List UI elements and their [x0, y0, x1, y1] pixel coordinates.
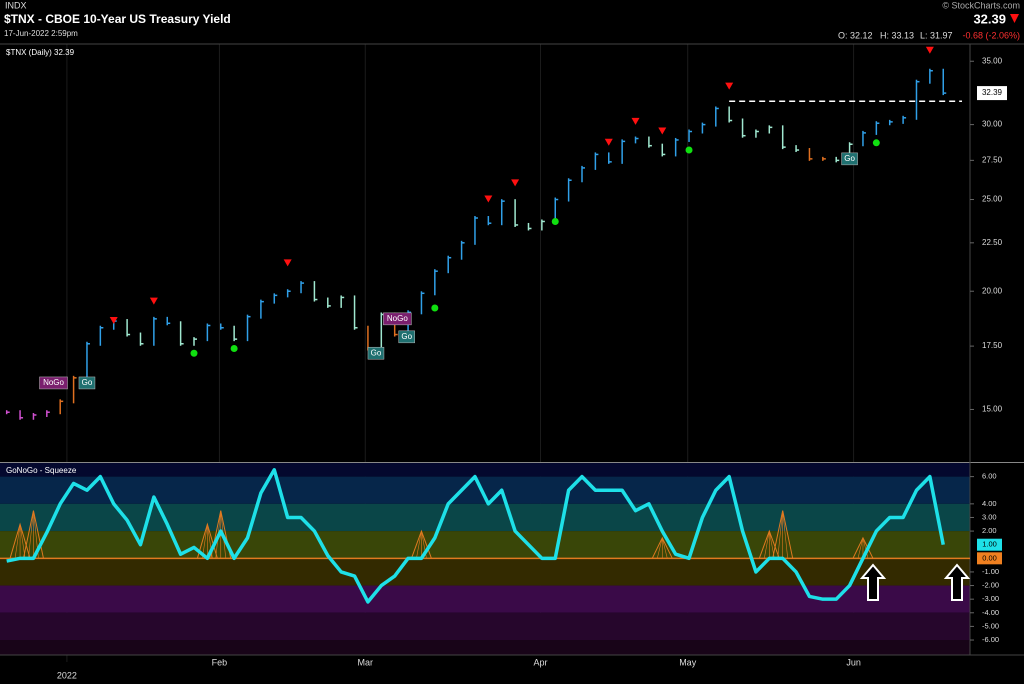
go-label-box [367, 346, 385, 360]
go-label-box [398, 330, 415, 344]
title: $TNX - CBOE 10-Year US Treasury Yield [4, 12, 231, 26]
y-tick-label: 4.00 [982, 499, 997, 508]
down-icon [1010, 14, 1019, 23]
squeeze-hatch [656, 537, 663, 559]
value-box-label: 1.00 [982, 540, 997, 549]
go-label: NoGo [43, 378, 64, 387]
go-label: Go [401, 332, 412, 341]
y-tick-label: 27.50 [982, 155, 1003, 164]
value-box [977, 538, 1002, 551]
x-tick-label: May [679, 657, 697, 667]
go-label-box [78, 376, 96, 390]
zone [0, 640, 970, 655]
y-tick-label: 6.00 [982, 472, 997, 481]
last-price: 32.39 [973, 11, 1006, 26]
sell-signal [604, 138, 613, 146]
value-box [977, 86, 1007, 101]
squeeze-hatch [28, 510, 34, 559]
zone [0, 558, 970, 586]
y-tick-label: 3.00 [982, 512, 997, 521]
squeeze-hatch [862, 537, 869, 559]
value-box-label: 32.39 [982, 88, 1003, 97]
sell-signal [725, 82, 734, 90]
sell-signal [149, 297, 158, 305]
value-box-label: 0.00 [982, 553, 997, 562]
y-tick-label: -6.00 [982, 635, 999, 644]
zone [0, 531, 970, 559]
y-tick-label: -3.00 [982, 594, 999, 603]
y-tick-label: -5.00 [982, 621, 999, 630]
y-tick-label: 35.00 [982, 56, 1003, 65]
copyright: © StockCharts.com [942, 0, 1020, 10]
arrow [943, 563, 971, 601]
buy-signal [872, 139, 880, 147]
oscillator-line [6, 468, 945, 604]
y-tick-label: 22.50 [982, 238, 1003, 247]
x-tick-label: Jun [846, 657, 861, 667]
open: O: 32.12 [838, 30, 873, 40]
x-tick-label: Mar [358, 657, 374, 667]
y-tick-label: 15.00 [982, 405, 1003, 414]
arrow [859, 563, 887, 601]
zone [0, 463, 970, 477]
low: L: 31.97 [920, 30, 953, 40]
buy-signal [685, 146, 693, 154]
squeeze-hatch [14, 524, 21, 559]
sell-signal [511, 179, 520, 187]
sell-signal [484, 195, 493, 203]
y-tick-label: 20.00 [982, 286, 1003, 295]
sell-signal [631, 117, 640, 125]
x-tick-label: Apr [534, 657, 548, 667]
zone [0, 612, 970, 641]
sell-signal [283, 259, 292, 267]
squeeze-hatch [857, 537, 864, 559]
go-label-box [39, 376, 68, 390]
y-tick-label: 30.00 [982, 120, 1003, 129]
squeeze-hatch [661, 537, 668, 559]
go-label: Go [371, 348, 382, 357]
sell-signal [658, 127, 667, 135]
go-label: Go [82, 378, 93, 387]
high: H: 33.13 [880, 30, 914, 40]
squeeze-hatch [782, 510, 788, 559]
y-tick-label: 25.00 [982, 195, 1003, 204]
go-label: Go [844, 154, 855, 163]
zone [0, 503, 970, 532]
go-label-box [383, 312, 412, 326]
y-tick-label: -1.00 [982, 567, 999, 576]
year-label: 2022 [57, 670, 77, 680]
squeeze-hatch [777, 510, 783, 559]
buy-signal [230, 344, 238, 352]
buy-signal [551, 217, 559, 225]
y-tick-label: -2.00 [982, 581, 999, 590]
go-label: NoGo [387, 314, 408, 323]
y-tick-label: 17.50 [982, 341, 1003, 350]
buy-signal [190, 349, 198, 357]
value-box [977, 552, 1002, 565]
timestamp: 17-Jun-2022 2:59pm [4, 29, 78, 38]
squeeze-hatch [416, 531, 422, 559]
sell-signal [109, 317, 118, 325]
x-tick-label: Feb [212, 657, 228, 667]
y-tick-label: 2.00 [982, 526, 997, 535]
buy-signal [431, 304, 439, 312]
sell-signal [925, 46, 934, 54]
go-label-box [841, 152, 858, 166]
squeeze-hatch [202, 524, 208, 559]
squeeze-hatch [764, 531, 770, 559]
panel-title: $TNX (Daily) 32.39 [6, 48, 75, 57]
zone [0, 585, 970, 613]
change: -0.68 (-2.06%) [962, 30, 1020, 40]
exchange: INDX [5, 0, 27, 10]
y-tick-label: -4.00 [982, 608, 999, 617]
panel-title: GoNoGo - Squeeze [6, 466, 77, 475]
